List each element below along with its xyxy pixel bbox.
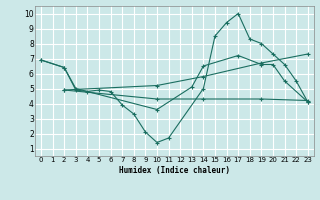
X-axis label: Humidex (Indice chaleur): Humidex (Indice chaleur) (119, 166, 230, 175)
